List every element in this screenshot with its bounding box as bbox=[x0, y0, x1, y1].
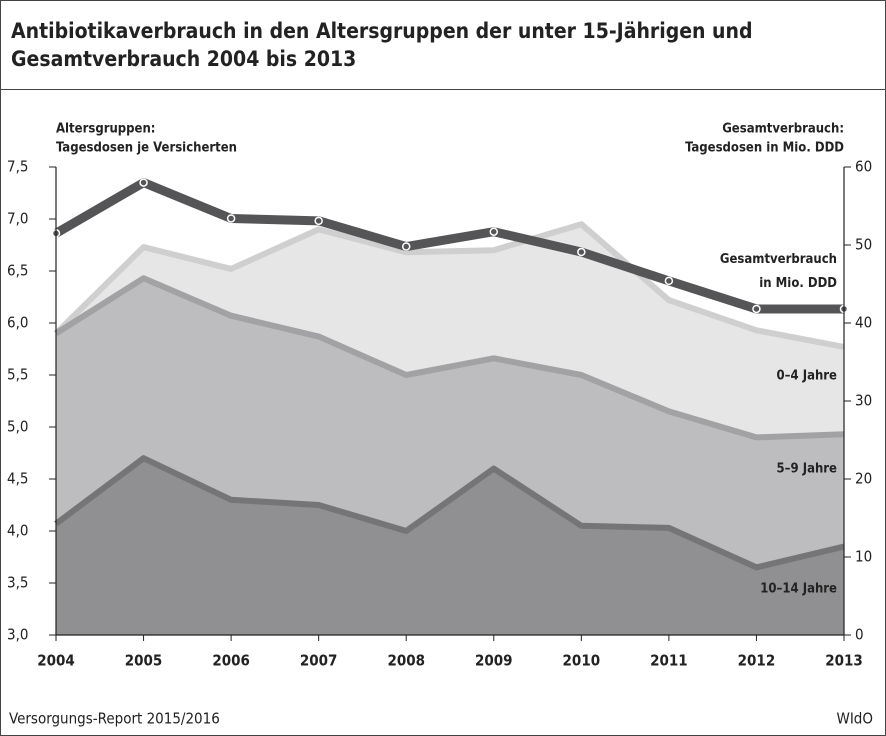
y-tick-label: 7,0 bbox=[7, 210, 28, 228]
y-tick-label: 5,5 bbox=[7, 366, 28, 384]
separator bbox=[1, 89, 885, 90]
point bbox=[401, 242, 411, 251]
y-tick-label: 6,5 bbox=[7, 262, 28, 280]
y2-label: Gesamtverbrauch: bbox=[722, 122, 844, 137]
y2-tick-label: 30 bbox=[855, 392, 872, 410]
chart-title: Antibiotikaverbrauch in den Altersgruppe… bbox=[11, 19, 753, 71]
point bbox=[489, 227, 499, 236]
y-tick-label: 3,5 bbox=[7, 574, 28, 592]
series-label: 0–4 Jahre bbox=[777, 369, 838, 384]
point bbox=[664, 276, 674, 286]
y-tick-label: 4,0 bbox=[7, 522, 28, 540]
source: Versorgungs-Report 2015/2016 bbox=[9, 710, 220, 728]
y2-label: Tagesdosen in Mio. DDD bbox=[685, 141, 844, 156]
y2-tick-label: 10 bbox=[855, 548, 872, 566]
y-tick-label: 4,5 bbox=[7, 470, 28, 488]
x-tick-label: 2011 bbox=[650, 652, 688, 670]
y2-tick-label: 20 bbox=[855, 470, 872, 488]
line bbox=[54, 275, 845, 441]
x-tick-label: 2007 bbox=[300, 652, 338, 670]
y-tick-label: 7,5 bbox=[7, 158, 28, 176]
y-tick-label: 6,0 bbox=[7, 314, 28, 332]
y2-tick-label: 0 bbox=[855, 626, 864, 644]
series-label: 10–14 Jahre bbox=[760, 582, 837, 597]
y-tick-label: 3,0 bbox=[7, 626, 28, 644]
point bbox=[226, 214, 236, 223]
y-label: Altersgruppen: bbox=[56, 122, 155, 137]
series-label: 5–9 Jahre bbox=[777, 462, 838, 477]
y2-tick-label: 40 bbox=[855, 314, 872, 332]
y-tick-label: 5,0 bbox=[7, 418, 28, 436]
x-tick-label: 2006 bbox=[212, 652, 250, 670]
x-tick-label: 2013 bbox=[825, 652, 863, 670]
x-tick-label: 2012 bbox=[738, 652, 776, 670]
x-tick-label: 2009 bbox=[475, 652, 513, 670]
x-tick-label: 2004 bbox=[37, 652, 75, 670]
publisher: WIdO bbox=[836, 710, 873, 728]
y-label: Tagesdosen je Versicherten bbox=[56, 141, 237, 156]
x-tick-label: 2010 bbox=[563, 652, 601, 670]
line bbox=[53, 178, 844, 314]
line bbox=[53, 221, 845, 350]
point bbox=[139, 178, 148, 187]
y2-tick-label: 60 bbox=[855, 158, 872, 176]
point bbox=[752, 304, 761, 314]
line bbox=[54, 455, 845, 571]
y2-tick-label: 50 bbox=[855, 236, 872, 254]
point bbox=[314, 216, 323, 226]
x-tick-label: 2008 bbox=[387, 652, 425, 670]
series-label: Gesamtverbrauch in Mio. DDD bbox=[720, 252, 837, 291]
point bbox=[577, 247, 586, 257]
x-tick-label: 2005 bbox=[125, 652, 163, 670]
